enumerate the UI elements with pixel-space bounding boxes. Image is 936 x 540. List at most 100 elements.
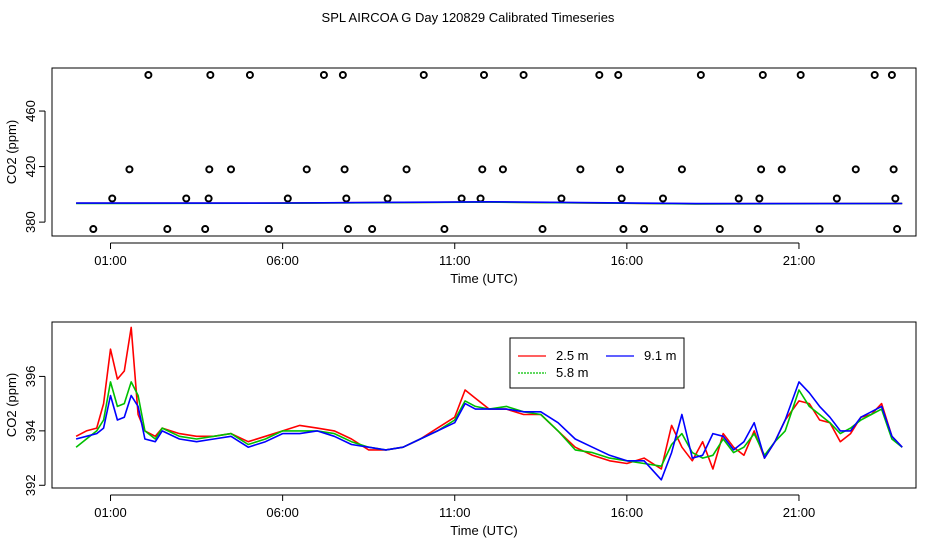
top-panel: 01:00 06:00 11:00 16:00 21:00 380 420 460 Time… xyxy=(4,67,917,286)
data-point-marker xyxy=(478,165,487,174)
series-line-2-5-m xyxy=(75,326,903,470)
data-point-marker xyxy=(144,70,153,79)
data-point-marker xyxy=(226,165,235,174)
data-point-marker xyxy=(757,165,766,174)
data-point-marker xyxy=(519,70,528,79)
data-point-marker xyxy=(340,165,349,174)
data-point-marker xyxy=(342,194,351,203)
top-y-axis: 380 420 460 xyxy=(23,100,46,233)
x-tick-label: 01:00 xyxy=(94,505,127,520)
legend-label-2-5m: 2.5 m xyxy=(556,348,589,363)
x-tick-label: 21:00 xyxy=(783,253,816,268)
data-point-marker xyxy=(402,165,411,174)
data-point-marker xyxy=(302,165,311,174)
top-x-axis: 01:00 06:00 11:00 16:00 21:00 xyxy=(94,242,816,268)
data-point-marker xyxy=(576,165,585,174)
series-line-9-1-m xyxy=(75,381,903,481)
data-point-marker xyxy=(89,225,98,234)
data-point-marker xyxy=(640,225,649,234)
top-y-axis-title: CO2 (ppm) xyxy=(4,120,19,184)
data-point-marker xyxy=(595,70,604,79)
top-series-layer xyxy=(76,201,903,205)
legend: 2.5 m 9.1 m 5.8 m xyxy=(509,337,685,389)
data-point-marker xyxy=(125,165,134,174)
data-point-marker xyxy=(557,194,566,203)
data-point-marker xyxy=(419,70,428,79)
data-point-marker xyxy=(893,225,902,234)
y-tick-label: 460 xyxy=(23,100,38,122)
y-tick-label: 392 xyxy=(23,474,38,496)
data-point-marker xyxy=(498,165,507,174)
data-point-marker xyxy=(758,70,767,79)
y-tick-label: 396 xyxy=(23,366,38,388)
data-point-marker xyxy=(889,165,898,174)
data-point-marker xyxy=(163,225,172,234)
bottom-y-axis-title: CO2 (ppm) xyxy=(4,373,19,437)
top-plot-frame xyxy=(51,67,917,237)
data-point-marker xyxy=(870,70,879,79)
y-tick-label: 394 xyxy=(23,420,38,442)
bottom-plot-frame xyxy=(51,321,917,489)
data-point-marker xyxy=(777,165,786,174)
data-point-marker xyxy=(615,165,624,174)
data-point-marker xyxy=(204,194,213,203)
data-point-marker xyxy=(480,70,488,79)
data-point-marker xyxy=(753,225,762,234)
data-point-marker xyxy=(887,70,896,79)
data-point-marker xyxy=(245,70,254,79)
data-point-marker xyxy=(715,225,724,234)
x-tick-label: 16:00 xyxy=(611,253,644,268)
data-point-marker xyxy=(658,194,667,203)
data-point-marker xyxy=(108,194,117,203)
data-point-marker xyxy=(815,225,824,234)
x-tick-label: 06:00 xyxy=(266,505,299,520)
x-tick-label: 01:00 xyxy=(94,253,127,268)
legend-label-5-8m: 5.8 m xyxy=(556,365,589,380)
figure-title: SPL AIRCOA G Day 120829 Calibrated Times… xyxy=(322,10,615,25)
y-tick-label: 420 xyxy=(23,156,38,178)
data-point-marker xyxy=(338,70,347,79)
data-point-marker xyxy=(205,165,214,174)
legend-label-9-1m: 9.1 m xyxy=(644,348,677,363)
data-point-marker xyxy=(283,194,292,203)
data-point-marker xyxy=(182,194,191,203)
data-point-marker xyxy=(891,194,900,203)
data-point-marker xyxy=(677,165,686,174)
series-line-9-1-m xyxy=(76,201,903,205)
bottom-panel: 01:00 06:00 11:00 16:00 21:00 392 394 396 Time… xyxy=(4,321,917,538)
bottom-x-axis: 01:00 06:00 11:00 16:00 21:00 xyxy=(94,494,816,520)
data-point-marker xyxy=(457,194,466,203)
x-tick-label: 21:00 xyxy=(783,505,816,520)
data-point-marker xyxy=(832,194,841,203)
data-point-marker xyxy=(368,225,377,234)
data-point-marker xyxy=(383,194,392,203)
data-point-marker xyxy=(201,225,210,234)
data-point-marker xyxy=(440,225,449,234)
top-x-axis-title: Time (UTC) xyxy=(450,271,517,286)
data-point-marker xyxy=(796,70,805,79)
data-point-marker xyxy=(206,70,215,79)
x-tick-label: 06:00 xyxy=(266,253,299,268)
data-point-marker xyxy=(619,225,628,234)
data-point-marker xyxy=(538,225,547,234)
data-point-marker xyxy=(344,225,353,234)
x-tick-label: 11:00 xyxy=(439,505,471,520)
series-line-5-8-m xyxy=(75,381,903,468)
bottom-series-layer xyxy=(75,326,903,481)
data-point-marker xyxy=(734,194,743,203)
data-point-marker xyxy=(476,194,485,203)
bottom-x-axis-title: Time (UTC) xyxy=(450,523,517,538)
data-point-marker xyxy=(696,70,705,79)
data-point-marker xyxy=(319,70,328,79)
x-tick-label: 11:00 xyxy=(439,253,471,268)
legend-box xyxy=(509,337,685,389)
data-point-marker xyxy=(755,194,764,203)
data-point-marker xyxy=(851,165,860,174)
y-tick-label: 380 xyxy=(23,211,38,233)
data-point-marker xyxy=(617,194,626,203)
top-marker-layer xyxy=(89,70,902,234)
x-tick-label: 16:00 xyxy=(611,505,644,520)
data-point-marker xyxy=(614,70,623,79)
data-point-marker xyxy=(264,225,273,234)
